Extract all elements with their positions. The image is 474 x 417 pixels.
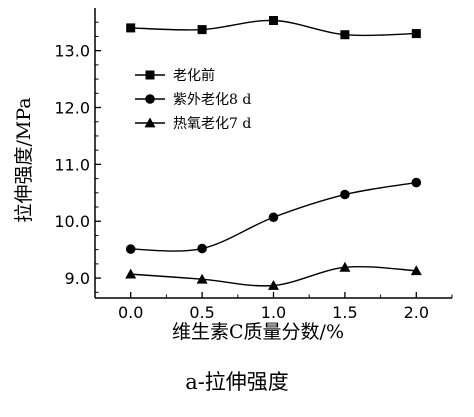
x-tick-label: 0.5	[189, 303, 214, 322]
data-point	[340, 30, 350, 40]
x-tick-label: 1.5	[332, 303, 357, 322]
legend-label: 老化前	[173, 67, 215, 84]
data-point	[126, 23, 136, 33]
figure-caption: a-拉伸强度	[185, 370, 289, 394]
y-axis-title: 拉伸强度/MPa	[13, 97, 35, 222]
data-point	[269, 16, 278, 26]
series-uv-aging-8d	[125, 177, 422, 254]
y-tick-label: 13.0	[54, 42, 90, 61]
legend-entry: 紫外老化8 d	[135, 92, 251, 108]
x-ticks: 0.0 0.5 1.0 1.5 2.0	[94, 292, 453, 322]
legend-marker	[145, 70, 155, 80]
series-layer	[125, 16, 422, 290]
legend-label: 热氧老化7 d	[173, 116, 251, 132]
legend-entry: 老化前	[135, 67, 215, 84]
legend-label: 紫外老化8 d	[173, 92, 251, 108]
data-point	[268, 279, 279, 290]
x-tick-label: 1.0	[261, 303, 286, 322]
legend-entry: 热氧老化7 d	[135, 116, 251, 132]
data-point	[339, 261, 351, 272]
data-point	[340, 189, 350, 200]
x-axis-title: 维生素C质量分数/%	[172, 321, 344, 343]
data-point	[268, 212, 279, 223]
x-tick-label: 2.0	[404, 303, 429, 322]
x-tick-label: 0.0	[118, 303, 143, 322]
axes	[94, 8, 452, 299]
data-point	[411, 177, 422, 188]
legend-marker	[145, 94, 155, 104]
y-ticks: 9.0 10.0 11.0 12.0 13.0	[54, 21, 101, 293]
series-thermal-oxygen-aging-7d	[125, 261, 422, 290]
legend-marker	[144, 117, 156, 128]
data-point	[410, 265, 422, 276]
data-point	[197, 25, 207, 35]
data-point	[196, 273, 208, 284]
series-before-aging	[126, 16, 421, 40]
y-tick-label: 9.0	[65, 269, 90, 288]
data-point	[125, 244, 136, 254]
y-tick-label: 10.0	[54, 212, 90, 231]
y-tick-label: 12.0	[54, 99, 90, 118]
data-point	[411, 29, 421, 39]
data-point	[197, 243, 207, 254]
data-point	[125, 268, 137, 279]
y-tick-label: 11.0	[54, 155, 90, 174]
